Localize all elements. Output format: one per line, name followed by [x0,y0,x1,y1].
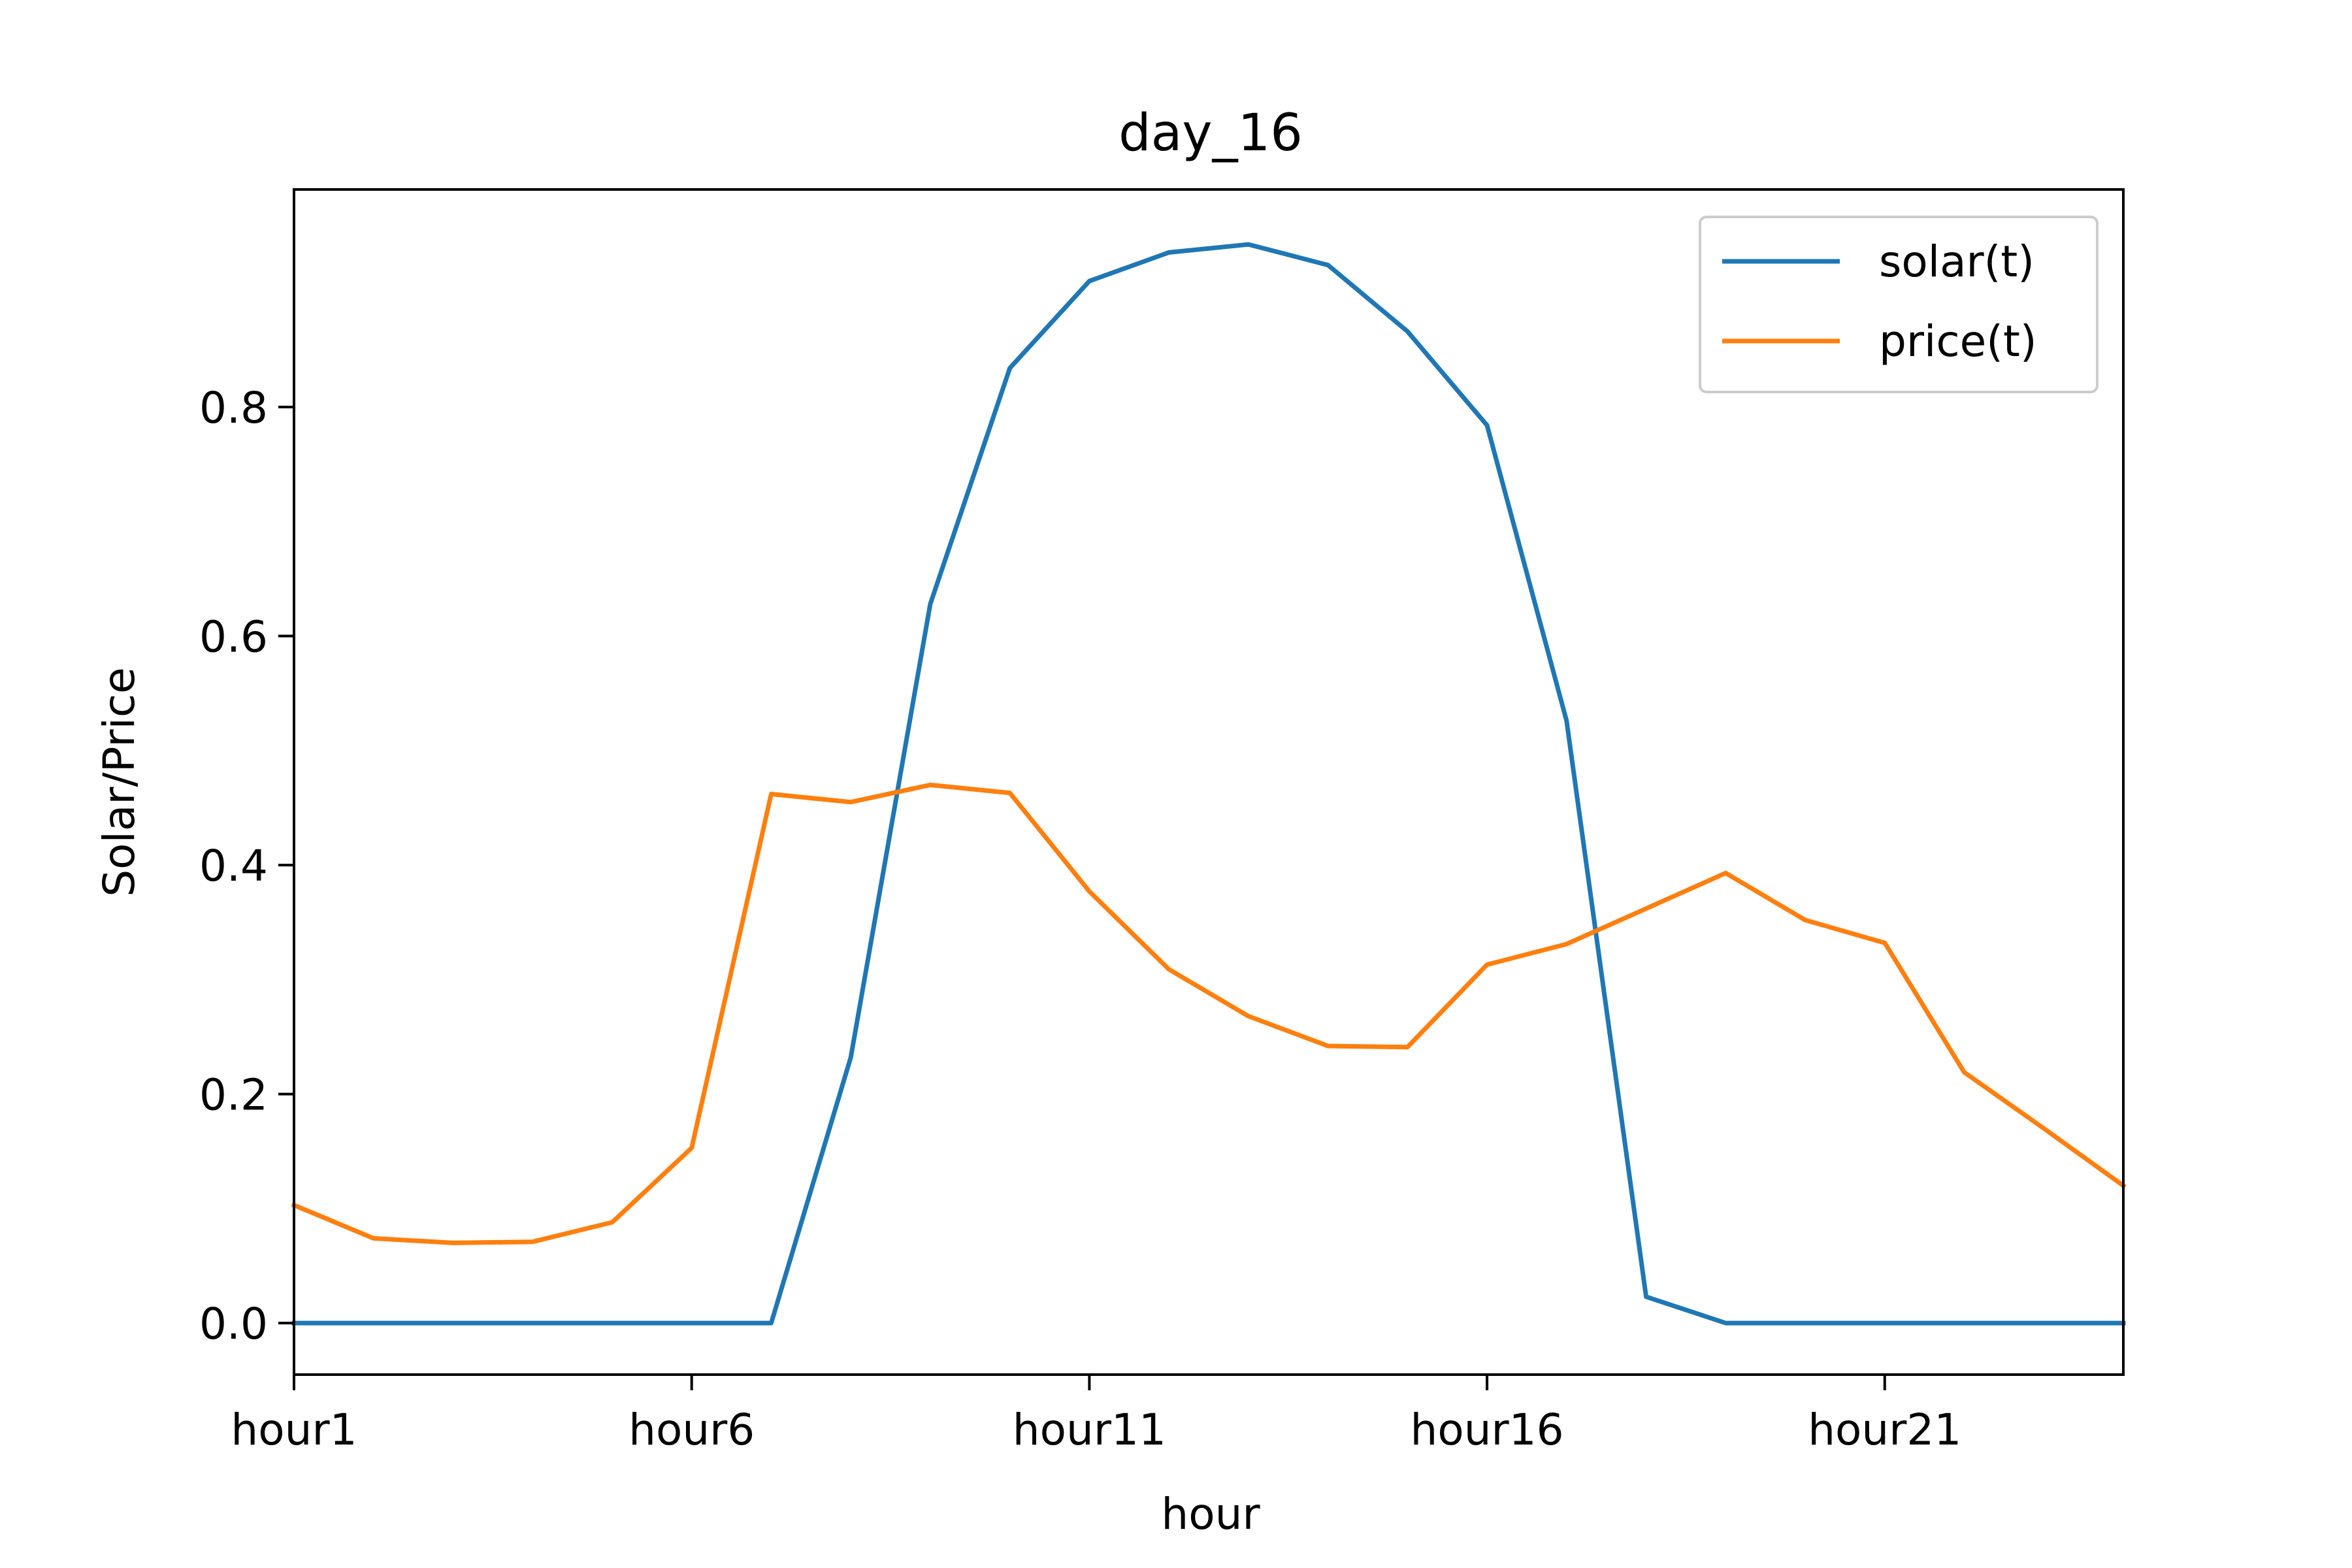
axes-frame [293,188,2125,1376]
series-line-solar [291,242,2126,1326]
y-axis: 0.0 0.2 0.4 0.6 0.8 [199,383,294,1349]
x-tick-label: hour1 [231,1405,357,1455]
x-tick-label: hour11 [1013,1405,1166,1455]
y-tick-label: 0.4 [199,841,268,891]
chart-title: day_16 [1119,104,1303,163]
x-axis: hour1 hour6 hour11 hour16 hour21 [231,1375,1961,1455]
legend-label-solar: solar(t) [1879,237,2034,287]
x-tick-label: hour21 [1808,1405,1961,1455]
series-line-price [291,782,2127,1245]
y-axis-label: Solar/Price [94,667,144,896]
x-tick-label: hour16 [1411,1405,1564,1455]
y-tick-label: 0.0 [199,1299,268,1349]
x-axis-label: hour [1161,1489,1260,1539]
y-tick-label: 0.6 [199,612,268,662]
legend: solar(t) price(t) [1699,216,2099,393]
y-tick-label: 0.8 [199,383,268,433]
legend-label-price: price(t) [1879,316,2037,367]
series-layer [291,242,2127,1326]
plot-area [291,188,2127,1376]
x-tick-label: hour6 [629,1405,755,1455]
y-tick-label: 0.2 [199,1070,268,1120]
